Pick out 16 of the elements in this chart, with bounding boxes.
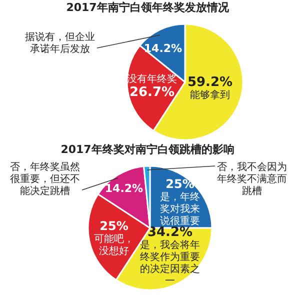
chart-title: 2017年南宁白领年终奖发放情况 [66,1,230,14]
data-label: 14.2% [104,182,144,195]
data-label: 26.7% [129,85,175,100]
data-label: 34.2% [147,225,193,240]
slice-label: 没有年终奖 [127,73,177,85]
slice-label: 据说有，但企业承诺年后发放 [25,31,95,55]
slice-label: 可能吧，没想好 [94,233,134,257]
data-label: 25% [100,219,128,233]
data-label: 14.2% [144,42,182,55]
slice-label: 能够拿到 [190,89,230,101]
data-label: 59.2% [187,75,233,90]
slice-label: 是，年终奖对我来说很重要 [160,191,200,227]
slice-label: 否，我不会因为年终奖不满意而跳槽 [217,161,287,197]
slice-label: 否，年终奖虽然很重要，但还不能决定跳槽 [10,161,80,197]
chart-title: 2017年终奖对南宁白领跳槽的影响 [60,143,234,156]
data-label: 25% [166,177,194,191]
